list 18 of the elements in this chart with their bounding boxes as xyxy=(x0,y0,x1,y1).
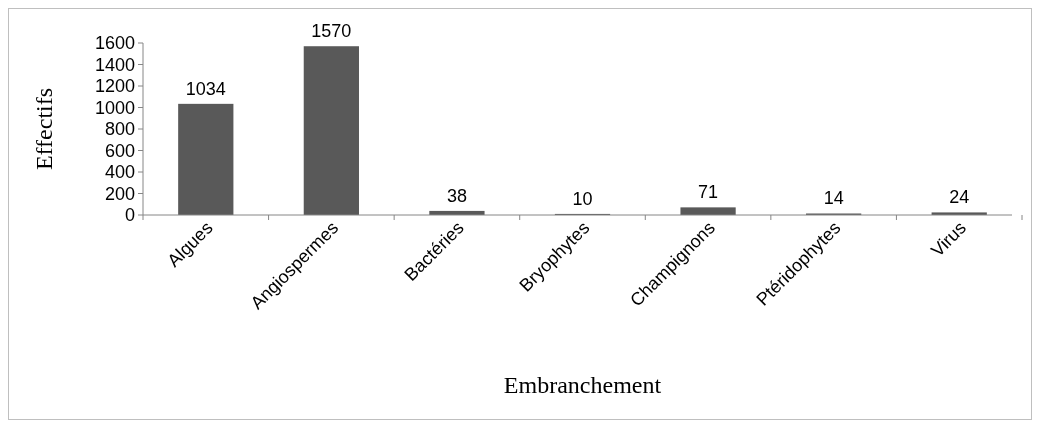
data-label: 71 xyxy=(698,182,719,203)
data-label: 24 xyxy=(949,187,970,208)
y-tick-label: 1400 xyxy=(94,54,135,75)
x-axis-title: Embranchement xyxy=(503,372,662,398)
y-tick-label: 800 xyxy=(104,119,135,140)
y-tick-label: 1200 xyxy=(94,76,135,97)
data-label: 38 xyxy=(446,185,467,206)
y-tick-label: 1000 xyxy=(94,97,135,118)
y-axis-title: Effectifs xyxy=(31,87,57,171)
y-tick-label: 600 xyxy=(104,140,135,161)
data-label: 1570 xyxy=(311,21,352,42)
y-tick-label: 1600 xyxy=(94,33,135,54)
y-tick-label: 0 xyxy=(124,205,135,226)
data-label: 1034 xyxy=(185,78,226,99)
y-tick-label: 200 xyxy=(104,183,135,204)
data-label: 14 xyxy=(823,188,844,209)
data-label: 10 xyxy=(572,188,593,209)
y-tick-label: 400 xyxy=(104,162,135,183)
